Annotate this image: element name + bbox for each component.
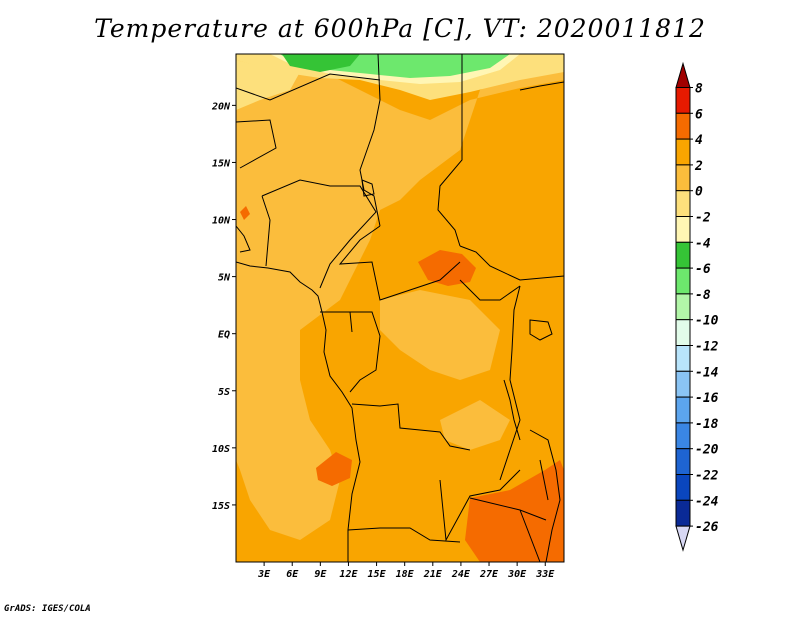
- colorbar-level-label: -16: [695, 391, 719, 406]
- colorbar-level-label: -12: [695, 340, 719, 355]
- coastline-west: [236, 261, 361, 562]
- lon-tick-label: 21E: [423, 569, 443, 580]
- coastline-east: [519, 81, 564, 91]
- longitude-axis: 3E 6E 9E 12E 15E 18E 21E 24E 27E 30E 33E: [257, 562, 555, 580]
- border-zimbabwe-mozambique: [469, 497, 547, 562]
- colorbar-segment: [675, 474, 691, 501]
- colorbar-segment: [675, 319, 691, 347]
- colorbar-segment: [675, 87, 691, 114]
- border-niger-chad: [359, 54, 381, 227]
- colorbar-level-label: -18: [695, 417, 719, 432]
- map-frame: [235, 53, 565, 563]
- colorbar-level-label: -22: [695, 469, 719, 484]
- colorbar-level-label: -10: [695, 314, 719, 329]
- border-south-sudan-drc: [459, 279, 521, 301]
- border-zambia: [439, 469, 521, 542]
- colorbar-level-label: 8: [695, 82, 703, 97]
- lon-tick-label: 27E: [479, 569, 499, 580]
- border-chad-sudan: [437, 118, 463, 247]
- colorbar-bottom-arrow: [675, 525, 691, 552]
- border-nigeria: [261, 179, 377, 289]
- colorbar-segment: [675, 112, 691, 140]
- colorbar-segment: [675, 345, 691, 372]
- colorbar-segment: [675, 422, 691, 450]
- colorbar-level-label: 0: [695, 185, 703, 200]
- band-0-to-2-south-center: [440, 400, 510, 450]
- colorbar-segment: [675, 216, 691, 243]
- border-north-algeria: [236, 73, 381, 101]
- colorbar-segment: [675, 190, 691, 217]
- lat-tick-label: 10S: [212, 444, 230, 455]
- colorbar-level-label: -20: [695, 443, 719, 458]
- colorbar-segment: [675, 138, 691, 166]
- country-boundaries: [236, 54, 564, 562]
- colorbar-top-arrow: [675, 61, 691, 88]
- colorbar-level-label: -14: [695, 365, 719, 380]
- lat-tick-label: 20N: [211, 101, 231, 112]
- lat-tick-label: 15S: [212, 501, 230, 512]
- border-car: [338, 225, 461, 301]
- band-4-to-6-angola: [316, 452, 352, 486]
- lat-tick-label: EQ: [218, 330, 230, 341]
- colorbar-segment: [675, 267, 691, 295]
- lon-tick-label: 3E: [257, 569, 271, 580]
- border-congo: [342, 311, 381, 393]
- border-cameroon-gabon: [320, 311, 353, 333]
- band-4-to-6-southeast: [465, 460, 564, 562]
- colorbar-segment: [675, 448, 691, 476]
- colorbar-level-label: 2: [694, 159, 703, 174]
- band-0-to-2-center: [380, 290, 500, 380]
- colorbar-segment: [675, 499, 691, 527]
- colorbar-level-label: -2: [695, 211, 711, 226]
- colorbar-level-label: -4: [695, 236, 711, 251]
- band-4-to-6-central-african: [418, 250, 476, 286]
- map-title: Temperature at 600hPa [C], VT: 202001181…: [94, 14, 706, 43]
- colorbar-segment: [675, 164, 691, 192]
- lon-tick-label: 18E: [396, 569, 415, 580]
- colorbar-segment: [675, 293, 691, 321]
- border-mali-niger: [236, 119, 277, 169]
- band-minus2-to-0-nw: [236, 60, 300, 110]
- lat-tick-label: 5N: [218, 273, 231, 284]
- lon-tick-label: 24E: [451, 569, 471, 580]
- lake-malawi: [539, 459, 549, 501]
- border-drc-angola: [351, 403, 471, 451]
- latitude-axis: 20N 15N 10N 5N EQ 5S 10S 15S: [211, 101, 236, 512]
- lon-tick-label: 33E: [535, 569, 555, 580]
- colorbar-segment: [675, 241, 691, 269]
- lat-tick-label: 15N: [212, 158, 231, 169]
- colorbar-level-label: -24: [695, 494, 719, 509]
- colorbar-level-label: -8: [695, 288, 711, 303]
- lon-tick-label: 12E: [339, 569, 358, 580]
- temperature-field: [236, 54, 564, 562]
- colorbar-level-label: 6: [695, 107, 703, 122]
- colorbar-segment: [675, 396, 691, 424]
- lon-tick-label: 6E: [286, 569, 299, 580]
- border-drc-east: [499, 285, 521, 481]
- border-west-africa: [236, 225, 251, 253]
- band-4-to-6-west-patch: [240, 206, 250, 220]
- lat-tick-label: 5S: [218, 387, 230, 398]
- border-mozambique: [529, 429, 561, 562]
- colorbar-segment: [675, 370, 691, 398]
- lon-tick-label: 15E: [368, 569, 387, 580]
- lat-tick-label: 10N: [212, 216, 231, 227]
- border-angola-namibia: [347, 527, 461, 543]
- lake-tanganyika: [503, 379, 521, 441]
- colorbar: 8 6 4 2 0 -2 -4 -6 -8 -10 -12 -14 -16 -18 -20 -22 -24 -26: [675, 61, 719, 552]
- band-minus6-to-minus4: [282, 54, 360, 72]
- lon-tick-label: 9E: [314, 569, 327, 580]
- colorbar-level-label: 4: [695, 133, 703, 148]
- lake-chad: [361, 179, 375, 197]
- grads-credit: GrADS: IGES/COLA: [4, 604, 91, 614]
- border-sudan-south-sudan: [459, 245, 564, 281]
- lake-victoria: [529, 319, 553, 341]
- band-0-to-2-west: [236, 54, 564, 540]
- colorbar-level-label: -6: [695, 262, 711, 277]
- lon-tick-label: 30E: [507, 569, 527, 580]
- colorbar-level-label: -26: [695, 520, 719, 535]
